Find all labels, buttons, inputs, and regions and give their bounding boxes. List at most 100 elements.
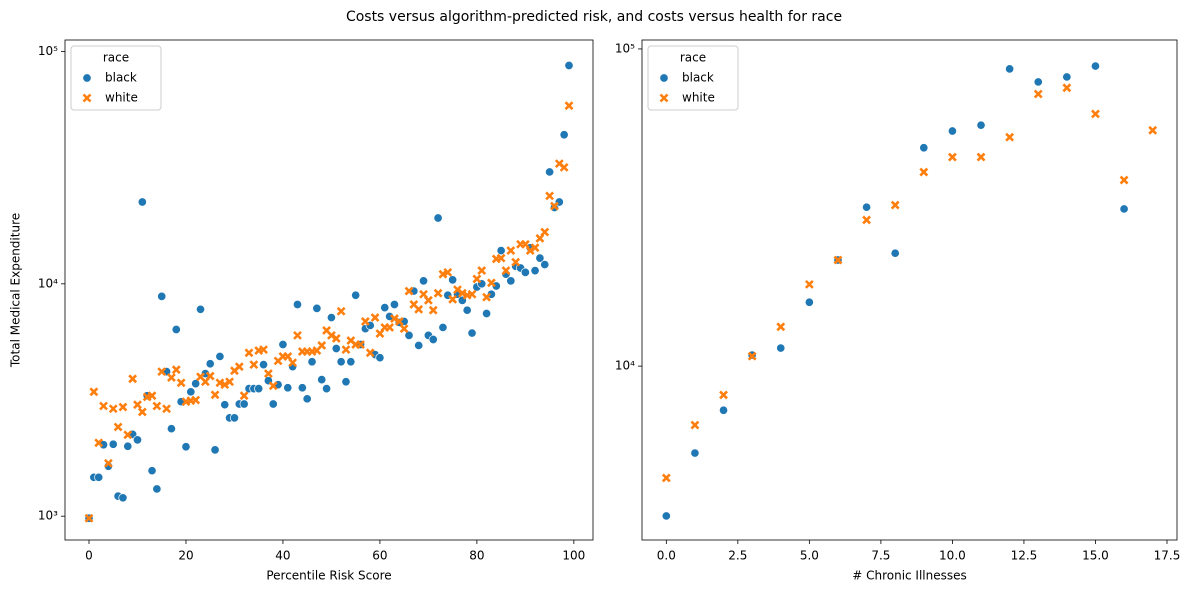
point — [404, 286, 414, 296]
point — [718, 405, 729, 415]
point — [322, 384, 332, 394]
x-tick-label: 100 — [562, 549, 585, 563]
point — [118, 493, 128, 503]
legend-marker — [659, 93, 669, 103]
point — [229, 413, 240, 423]
x-tick-label: 0.0 — [657, 549, 676, 563]
legend-marker — [659, 73, 669, 83]
point — [833, 255, 843, 265]
point — [288, 358, 298, 368]
x-axis-label: Percentile Risk Score — [266, 569, 391, 583]
point — [423, 295, 433, 305]
point — [307, 357, 317, 367]
point — [268, 399, 278, 409]
point — [244, 348, 254, 358]
point — [103, 458, 113, 468]
point — [890, 248, 900, 258]
point — [545, 167, 555, 177]
point — [1062, 83, 1072, 93]
point — [341, 345, 351, 355]
plot-area — [641, 39, 1178, 541]
point — [123, 430, 133, 440]
point — [506, 246, 516, 256]
point — [249, 360, 259, 370]
point — [1033, 89, 1043, 99]
legend-label: black — [682, 71, 714, 85]
point — [467, 328, 477, 338]
point — [438, 322, 448, 333]
point — [210, 445, 220, 455]
point — [525, 246, 535, 256]
point — [108, 404, 118, 414]
point — [747, 351, 757, 361]
point — [258, 360, 269, 370]
point — [530, 266, 540, 276]
point — [356, 340, 365, 349]
x-tick-label: 0 — [85, 549, 93, 563]
point — [84, 513, 94, 523]
y-tick-label: 10⁴ — [38, 276, 58, 290]
point — [385, 323, 395, 332]
point — [94, 472, 104, 482]
point — [433, 288, 443, 298]
x-tick-label: 80 — [469, 549, 484, 563]
point — [186, 387, 196, 397]
legend-title: race — [103, 51, 129, 65]
point — [550, 201, 559, 211]
point — [472, 274, 482, 284]
x-tick-label: 20 — [178, 549, 193, 563]
point — [559, 130, 569, 140]
point — [375, 353, 385, 363]
point — [225, 377, 235, 387]
point — [690, 448, 700, 458]
point — [540, 260, 550, 270]
point — [331, 334, 341, 343]
point — [132, 435, 143, 445]
point — [776, 322, 786, 332]
point — [418, 276, 429, 286]
point — [661, 473, 671, 483]
point — [147, 466, 157, 476]
point — [278, 339, 288, 350]
point — [919, 143, 929, 153]
point — [157, 291, 167, 301]
point — [215, 351, 225, 361]
legend-box — [70, 45, 162, 111]
point — [1119, 175, 1129, 185]
point — [1005, 132, 1015, 142]
point — [220, 380, 230, 390]
point — [341, 377, 351, 387]
point — [336, 357, 346, 367]
point — [99, 401, 108, 411]
point — [467, 289, 477, 299]
point — [351, 290, 361, 300]
point — [804, 279, 814, 289]
point — [89, 387, 99, 397]
point — [220, 400, 230, 410]
point — [428, 334, 438, 345]
legend-marker — [82, 93, 92, 103]
point — [191, 395, 201, 405]
point — [166, 424, 176, 434]
point — [947, 126, 957, 136]
point — [719, 390, 728, 400]
y-axis-label: Total Medical Expenditure — [9, 213, 23, 368]
point — [133, 400, 142, 410]
point — [486, 289, 496, 299]
point — [448, 275, 458, 285]
y-tick-label: 10⁴ — [615, 359, 635, 373]
x-tick-label: 12.5 — [1011, 549, 1038, 563]
point — [108, 439, 118, 449]
point — [862, 215, 872, 225]
point — [1091, 109, 1100, 119]
point — [360, 316, 370, 326]
point — [890, 200, 900, 210]
point — [137, 407, 147, 417]
point — [152, 401, 162, 411]
point — [487, 278, 496, 288]
point — [1005, 64, 1015, 74]
point — [336, 306, 346, 316]
point — [399, 324, 409, 334]
point — [482, 292, 491, 302]
